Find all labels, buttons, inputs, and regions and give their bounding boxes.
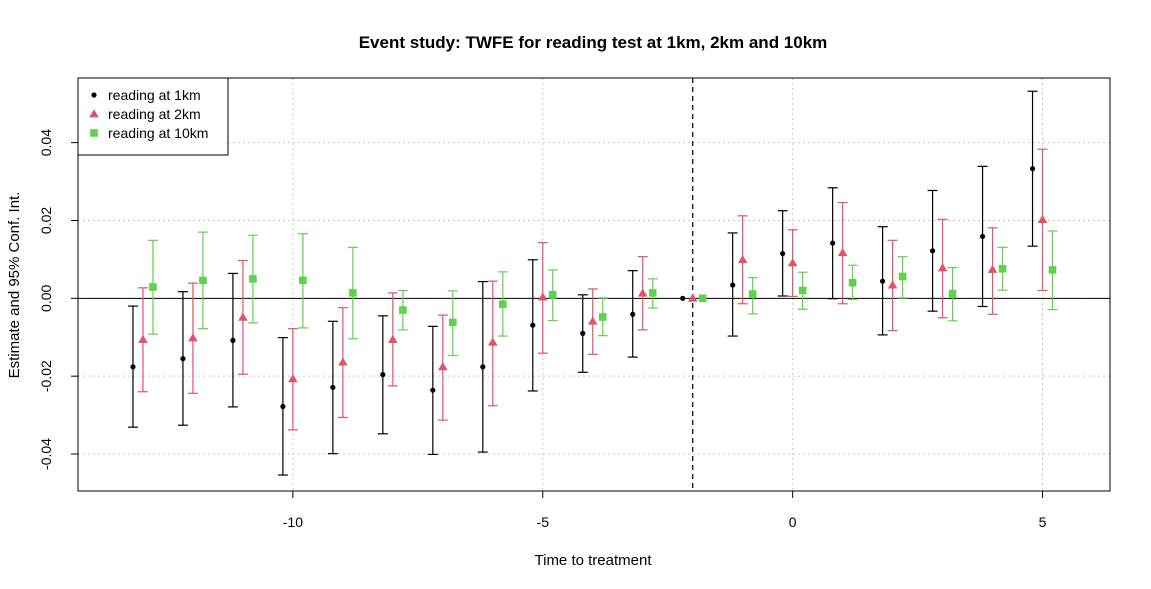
- point-marker: [91, 92, 97, 98]
- point-marker: [648, 289, 657, 297]
- x-tick-label: -5: [537, 514, 550, 530]
- point-marker: [180, 356, 186, 362]
- legend-label: reading at 10km: [108, 125, 208, 141]
- point-marker: [979, 233, 986, 240]
- point-marker: [698, 294, 707, 303]
- point-marker: [587, 316, 598, 325]
- point-marker: [438, 362, 448, 371]
- legend-item: reading at 2km: [89, 106, 201, 122]
- point-marker: [1029, 166, 1036, 172]
- point-marker: [487, 337, 498, 346]
- point-marker: [388, 334, 398, 343]
- point-marker: [598, 313, 607, 321]
- point-marker: [280, 403, 286, 410]
- point-marker: [199, 276, 207, 285]
- series-triangle: [137, 148, 1048, 431]
- legend-label: reading at 2km: [108, 106, 201, 122]
- point-marker: [880, 278, 886, 284]
- point-marker: [399, 306, 407, 314]
- point-marker: [480, 364, 486, 370]
- point-marker: [149, 283, 157, 291]
- point-marker: [330, 384, 336, 391]
- point-marker: [188, 333, 198, 342]
- point-marker: [1037, 214, 1048, 224]
- series-circle: [127, 90, 1038, 476]
- point-marker: [837, 247, 848, 257]
- legend-box: [77, 77, 229, 156]
- point-marker: [230, 337, 236, 343]
- y-axis-label: Estimate and 95% Conf. Int.: [6, 192, 23, 379]
- y-tick-label: -0.02: [38, 360, 54, 392]
- point-marker: [798, 286, 807, 295]
- y-tick-label: 0.02: [38, 207, 54, 234]
- point-marker: [929, 248, 936, 254]
- point-marker: [430, 387, 436, 393]
- point-marker: [748, 290, 757, 298]
- point-marker: [848, 278, 857, 287]
- legend: reading at 1km reading at 2km reading at 1…: [77, 77, 229, 156]
- point-marker: [449, 318, 457, 327]
- y-tick-label: 0.00: [38, 284, 54, 311]
- point-marker: [780, 250, 786, 257]
- legend-item: reading at 10km: [90, 125, 208, 141]
- point-marker: [299, 276, 307, 285]
- point-marker: [249, 275, 257, 283]
- point-marker: [89, 109, 99, 118]
- point-marker: [580, 330, 586, 336]
- x-axis: -10 -5 0 5: [283, 491, 1047, 530]
- data-marks: [127, 90, 1058, 476]
- point-marker: [537, 292, 548, 301]
- series-square: [147, 230, 1058, 357]
- point-marker: [887, 280, 898, 289]
- point-marker: [138, 334, 148, 343]
- point-marker: [687, 293, 698, 302]
- x-tick-label: -10: [283, 514, 303, 530]
- point-marker: [130, 364, 136, 370]
- point-marker: [238, 312, 248, 321]
- plot-frame: [77, 77, 1111, 492]
- y-tick-label: 0.04: [38, 129, 54, 156]
- point-marker: [998, 264, 1007, 273]
- y-axis: -0.04 -0.02 0.00 0.02 0.04: [38, 129, 78, 470]
- point-marker: [338, 357, 348, 366]
- point-marker: [548, 291, 557, 299]
- point-marker: [937, 263, 948, 272]
- point-marker: [730, 282, 736, 288]
- legend-item: reading at 1km: [91, 87, 201, 103]
- x-tick-label: 0: [789, 514, 797, 530]
- point-marker: [1048, 266, 1057, 274]
- x-tick-label: 5: [1039, 514, 1047, 530]
- point-marker: [787, 258, 798, 267]
- chart-title: Event study: TWFE for reading test at 1k…: [359, 33, 828, 52]
- point-marker: [380, 372, 386, 378]
- point-marker: [898, 272, 907, 281]
- point-marker: [987, 264, 998, 273]
- point-marker: [737, 254, 748, 264]
- point-marker: [90, 129, 98, 137]
- legend-label: reading at 1km: [108, 87, 201, 103]
- point-marker: [637, 288, 648, 297]
- point-marker: [948, 289, 957, 298]
- point-marker: [680, 295, 686, 301]
- y-tick-label: -0.04: [38, 438, 54, 470]
- point-marker: [530, 322, 536, 328]
- point-marker: [288, 374, 298, 383]
- point-marker: [349, 289, 357, 297]
- x-axis-label: Time to treatment: [535, 552, 653, 569]
- point-marker: [630, 311, 636, 317]
- point-marker: [830, 240, 836, 246]
- point-marker: [498, 300, 507, 308]
